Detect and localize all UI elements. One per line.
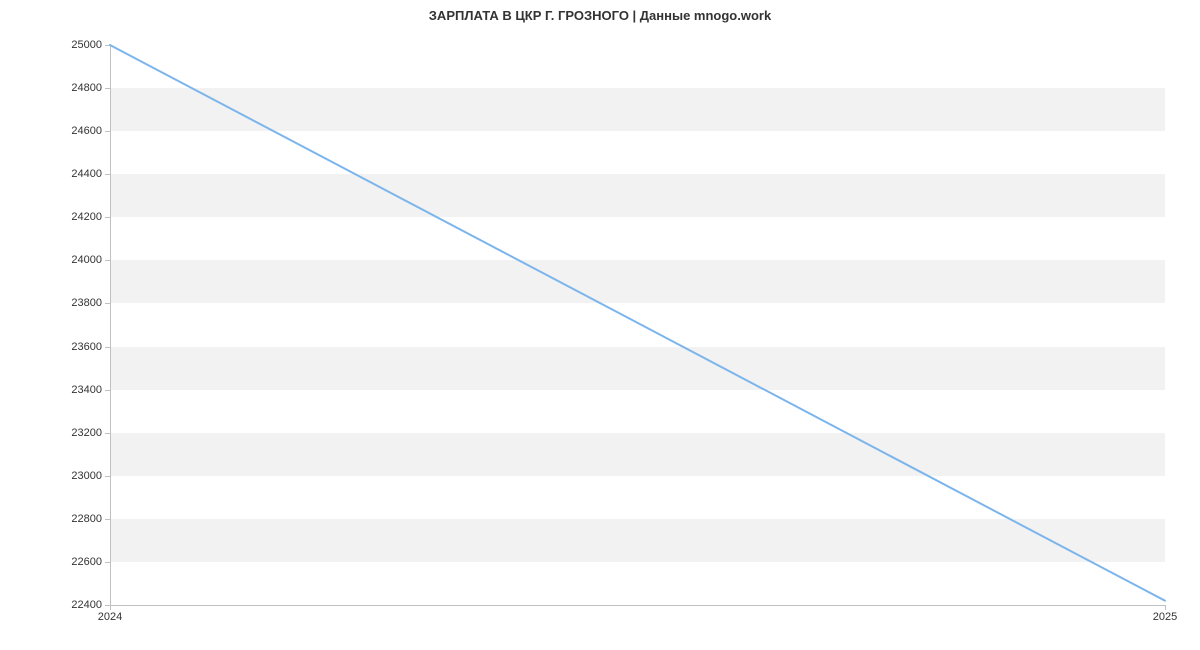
plot-area: 2240022600228002300023200234002360023800… [110,45,1165,605]
y-tick-label: 23400 [71,384,110,396]
series-layer [110,45,1165,605]
y-tick-label: 24200 [71,211,110,223]
x-tick-label: 2025 [1153,605,1177,623]
y-tick-label: 23000 [71,470,110,482]
y-tick-label: 24400 [71,168,110,180]
x-axis-line [110,605,1165,606]
series-line [110,45,1165,601]
y-tick-label: 23200 [71,427,110,439]
x-tick-label: 2024 [98,605,122,623]
y-tick-label: 22600 [71,556,110,568]
y-tick-label: 25000 [71,39,110,51]
y-tick-label: 24800 [71,82,110,94]
chart-container: ЗАРПЛАТА В ЦКР Г. ГРОЗНОГО | Данные mnog… [0,0,1200,650]
y-tick-label: 24000 [71,254,110,266]
y-tick-label: 22800 [71,513,110,525]
y-tick-label: 23600 [71,341,110,353]
y-tick-label: 24600 [71,125,110,137]
y-tick-label: 23800 [71,297,110,309]
chart-title: ЗАРПЛАТА В ЦКР Г. ГРОЗНОГО | Данные mnog… [0,8,1200,23]
